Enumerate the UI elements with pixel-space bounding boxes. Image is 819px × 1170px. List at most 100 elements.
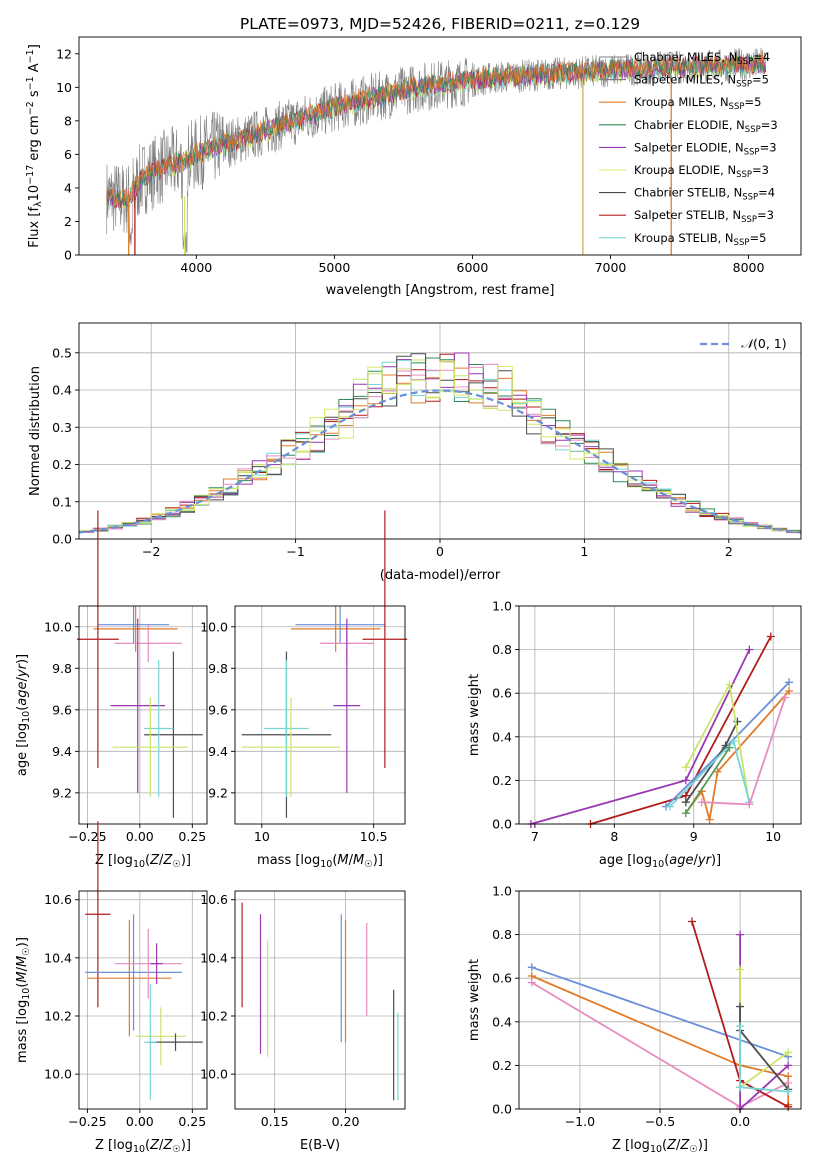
x-axis-label: Z [log10(Z/Z☉)] — [95, 1138, 191, 1155]
x-axis-label: age [log10(age/yr)] — [599, 853, 721, 870]
plot-frame — [234, 890, 406, 1110]
data-point — [93, 606, 178, 652]
legend-entry: Kroupa STELIB, NSSP=5 — [634, 231, 766, 248]
series-marker — [729, 737, 738, 746]
y-tick-label: 9.4 — [208, 744, 228, 759]
x-tick-label: 0.25 — [178, 1114, 206, 1129]
spectrum-lines — [106, 47, 767, 255]
y-tick-label: 8 — [64, 113, 72, 128]
y-tick-label: 0.2 — [492, 773, 512, 788]
data-point — [87, 920, 172, 1037]
series-marker — [785, 678, 794, 687]
series-marker — [745, 800, 754, 809]
y-tick-label: 0.0 — [52, 532, 72, 547]
axes-spectrum: 4000 5000 6000 7000 8000 0 2 4 6 8 10 12 wavelength … — [25, 36, 802, 298]
y-tick-label: 0.4 — [492, 729, 512, 744]
y-tick-label: 10.2 — [44, 1008, 72, 1023]
x-tick-label: 0 — [436, 544, 444, 559]
series-marker — [784, 1102, 793, 1111]
y-axis-label: mass weight — [467, 674, 482, 756]
data-point — [85, 821, 111, 1008]
series-marker — [784, 1048, 793, 1057]
x-tick-label: 0.00 — [126, 1114, 154, 1129]
data-point — [112, 697, 189, 798]
data-point — [114, 928, 182, 999]
data-point — [295, 606, 385, 644]
data-point — [110, 618, 166, 793]
error-bars — [85, 821, 203, 1101]
series-marker — [527, 963, 536, 972]
series-marker — [766, 632, 775, 641]
y-tick-label: 0.0 — [492, 1102, 512, 1117]
series-line — [685, 747, 731, 814]
data-point — [241, 697, 341, 798]
figure-title: PLATE=0973, MJD=52426, FIBERID=0211, z=0… — [240, 15, 640, 33]
histogram-step-line — [79, 360, 801, 534]
data-point — [114, 624, 182, 663]
y-axis-label: Normed distribution — [28, 366, 43, 496]
series-marker — [713, 767, 722, 776]
y-tick-label: 1.0 — [492, 599, 512, 614]
series-marker — [725, 680, 734, 689]
x-tick-label: 0.00 — [126, 829, 154, 844]
x-tick-label: 7 — [531, 829, 539, 844]
y-axis-label: mass weight — [467, 959, 482, 1041]
model-spectrum-line — [106, 52, 767, 206]
y-tick-label: 0.2 — [492, 1058, 512, 1073]
x-tick-label: 9 — [690, 829, 698, 844]
series-marker — [736, 965, 745, 974]
series-marker — [681, 776, 690, 785]
x-tick-label: 10 — [765, 829, 781, 844]
y-tick-label: 0.3 — [52, 420, 72, 435]
series-marker — [697, 798, 706, 807]
x-tick-label: 8000 — [733, 260, 765, 275]
x-tick-label: 0.15 — [261, 1114, 289, 1129]
y-tick-label: 10.6 — [200, 892, 228, 907]
legend-entry: Kroupa MILES, NSSP=5 — [634, 95, 761, 112]
legend-entry: Salpeter MILES, NSSP=5 — [634, 73, 769, 90]
legend: Chabrier MILES, NSSP=4 Salpeter MILES, NS… — [599, 50, 778, 248]
y-tick-label: 9.4 — [52, 744, 72, 759]
gridlines — [235, 606, 405, 824]
plot-frame — [234, 605, 406, 825]
gridlines — [79, 606, 207, 824]
series-marker — [725, 743, 734, 752]
axes-mass-vs-EBV: 0.15 0.20 10.0 10.2 10.4 10.6 E(B-V) — [200, 890, 406, 1153]
x-axis-label: (data-model)/error — [380, 568, 501, 583]
y-tick-label: 12 — [56, 46, 72, 61]
y-tick-label: 9.2 — [208, 785, 228, 800]
plot-frame — [78, 890, 208, 1110]
x-tick-label: −0.25 — [68, 1114, 106, 1129]
y-tick-label: 0.5 — [52, 345, 72, 360]
legend-entry: 𝒩(0, 1) — [741, 336, 787, 351]
series-line — [739, 969, 789, 1089]
series-line — [531, 966, 789, 1058]
x-tick-label: 0.25 — [178, 829, 206, 844]
series-marker — [681, 809, 690, 818]
error-bars — [241, 510, 408, 818]
y-tick-label: 0.4 — [492, 1014, 512, 1029]
axes-mass-weight-vs-Z: −1.0 −0.5 0.0 0.0 0.2 0.4 0.6 0.8 1.0 Z [log10(Z/… — [467, 884, 802, 1155]
x-tick-label: 1 — [580, 544, 588, 559]
series-marker — [736, 1083, 745, 1092]
y-tick-label: 10.0 — [44, 619, 72, 634]
series-marker — [785, 687, 794, 696]
data-point — [76, 510, 119, 768]
x-tick-label: −1.0 — [565, 1114, 595, 1129]
y-tick-label: 10.6 — [44, 892, 72, 907]
x-tick-label: 2 — [725, 544, 733, 559]
y-tick-label: 0 — [64, 248, 72, 263]
y-tick-label: 9.8 — [208, 661, 228, 676]
x-tick-label: 6000 — [457, 260, 489, 275]
x-tick-label: −1 — [286, 544, 304, 559]
y-tick-label: 6 — [64, 147, 72, 162]
series-marker — [665, 802, 674, 811]
data-point — [333, 618, 361, 793]
y-tick-label: 9.6 — [52, 702, 72, 717]
legend-entry: Salpeter ELODIE, NSSP=3 — [634, 140, 777, 157]
axes-mass-weight-vs-age: 7 8 9 10 0.0 0.2 0.4 0.6 0.8 1.0 age [log10(age/yr… — [467, 599, 802, 870]
y-tick-label: 0.6 — [492, 686, 512, 701]
series-line — [685, 681, 751, 805]
y-tick-label: 9.8 — [52, 661, 72, 676]
y-tick-label: 10.0 — [200, 1067, 228, 1082]
